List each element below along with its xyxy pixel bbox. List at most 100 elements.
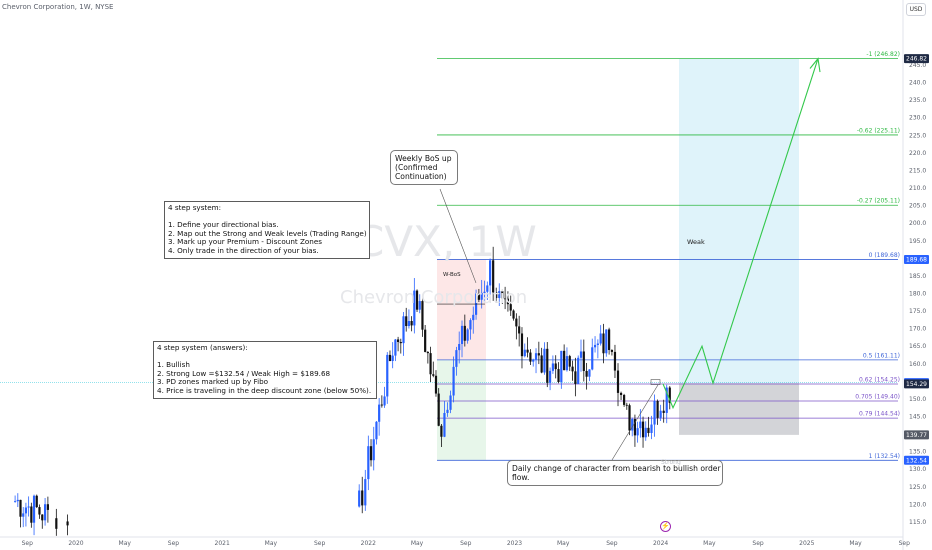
candle: [540, 347, 543, 374]
y-tick-label: 245.0: [909, 62, 926, 69]
y-tick-label: 130.0: [909, 466, 926, 473]
candle: [434, 370, 438, 397]
callout-pointer-daily: [611, 384, 659, 461]
candle: [391, 342, 394, 369]
candles-group: [14, 246, 671, 536]
candle: [429, 346, 432, 383]
candle: [483, 280, 486, 303]
candle: [619, 391, 623, 400]
candle: [375, 421, 378, 445]
candle: [460, 320, 464, 358]
candle: [653, 394, 656, 437]
y-tick-label: 145.0: [909, 414, 926, 421]
candle: [523, 343, 526, 358]
callout-daily-choch[interactable]: Daily change of character from bearish t…: [507, 460, 723, 486]
candle: [27, 496, 30, 517]
candle: [14, 495, 17, 503]
candle: [383, 386, 386, 408]
candle: [582, 339, 585, 382]
y-tick-label: 170.0: [909, 326, 926, 333]
y-tick-label: 180.0: [909, 290, 926, 297]
candle: [659, 404, 662, 422]
x-tick-label: Sep: [168, 540, 180, 547]
fib-label: 0 (189.68): [869, 252, 900, 259]
y-tick-label: 215.0: [909, 167, 926, 174]
price-tag: [904, 430, 929, 440]
candle: [605, 329, 608, 357]
candle: [489, 258, 492, 296]
price-tag-label: 132.54: [906, 457, 927, 464]
x-tick-label: Sep: [899, 540, 911, 547]
candle: [532, 358, 535, 367]
candle: [477, 288, 480, 303]
y-tick-label: 165.0: [909, 343, 926, 350]
fib-label: 0.5 (161.11): [863, 352, 900, 359]
price-tag: [904, 379, 929, 389]
x-tick-label: May: [557, 540, 570, 547]
lightning-icon[interactable]: ⚡: [660, 521, 671, 532]
stop-zone: [679, 383, 799, 435]
price-tag-label: 154.29: [906, 381, 927, 388]
candle: [526, 337, 529, 358]
candle: [588, 369, 591, 382]
x-tick-label: Sep: [460, 540, 472, 547]
candle: [399, 338, 402, 354]
fib-label: -1 (246.82): [866, 51, 900, 58]
candle: [534, 348, 538, 374]
candle: [410, 316, 413, 332]
candle: [367, 435, 370, 491]
candle: [574, 357, 577, 397]
candle: [560, 350, 563, 389]
candle: [413, 278, 416, 334]
candle: [644, 421, 647, 441]
currency-button[interactable]: USD: [906, 3, 926, 16]
y-tick-label: 220.0: [909, 150, 926, 157]
x-tick-label: May: [119, 540, 132, 547]
candle: [596, 339, 599, 359]
candle: [647, 416, 650, 437]
candle: [636, 421, 639, 443]
x-tick-label: 2024: [653, 540, 668, 547]
candle: [668, 386, 671, 410]
y-tick-label: 120.0: [909, 501, 926, 508]
x-tick-label: 2025: [799, 540, 814, 547]
candle: [529, 349, 532, 366]
wbos-label: W-BoS: [443, 272, 461, 278]
price-tag: [904, 455, 929, 465]
callout-pointer: [439, 188, 477, 284]
projection-arrowhead: [809, 57, 821, 73]
fib-label: 0.705 (149.40): [855, 394, 900, 401]
note-four-step-answers[interactable]: 4 step system (answers): 1. Bullish 2. S…: [153, 341, 377, 399]
candle: [599, 325, 602, 346]
candle: [415, 289, 419, 312]
candle: [407, 309, 411, 329]
y-tick-label: 160.0: [909, 361, 926, 368]
candle: [665, 384, 668, 424]
y-tick-label: 125.0: [909, 484, 926, 491]
candle: [616, 363, 620, 407]
x-tick-label: 2023: [507, 540, 522, 547]
price-tag: [904, 254, 929, 264]
price-tag: [904, 54, 929, 64]
x-tick-label: May: [411, 540, 424, 547]
x-tick-label: Sep: [606, 540, 618, 547]
candle: [662, 399, 665, 423]
callout-weekly-bos[interactable]: Weekly BoS up (Confirmed Continuation): [390, 150, 458, 185]
candle: [548, 367, 552, 391]
candle: [568, 354, 571, 371]
candle: [41, 514, 44, 529]
y-tick-label: 205.0: [909, 203, 926, 210]
candle: [388, 350, 392, 362]
candle: [22, 507, 25, 528]
symbol-title[interactable]: Chevron Corporation, 1W, NYSE: [2, 3, 114, 11]
candle: [443, 401, 446, 438]
y-tick-label: 150.0: [909, 396, 926, 403]
candle: [30, 502, 33, 528]
x-tick-label: Sep: [22, 540, 34, 547]
candle: [554, 355, 557, 379]
candle: [396, 336, 400, 352]
y-tick-label: 230.0: [909, 115, 926, 122]
candle: [458, 331, 461, 364]
candle: [593, 336, 597, 353]
note-four-step-system[interactable]: 4 step system: 1. Define your directiona…: [164, 201, 370, 259]
